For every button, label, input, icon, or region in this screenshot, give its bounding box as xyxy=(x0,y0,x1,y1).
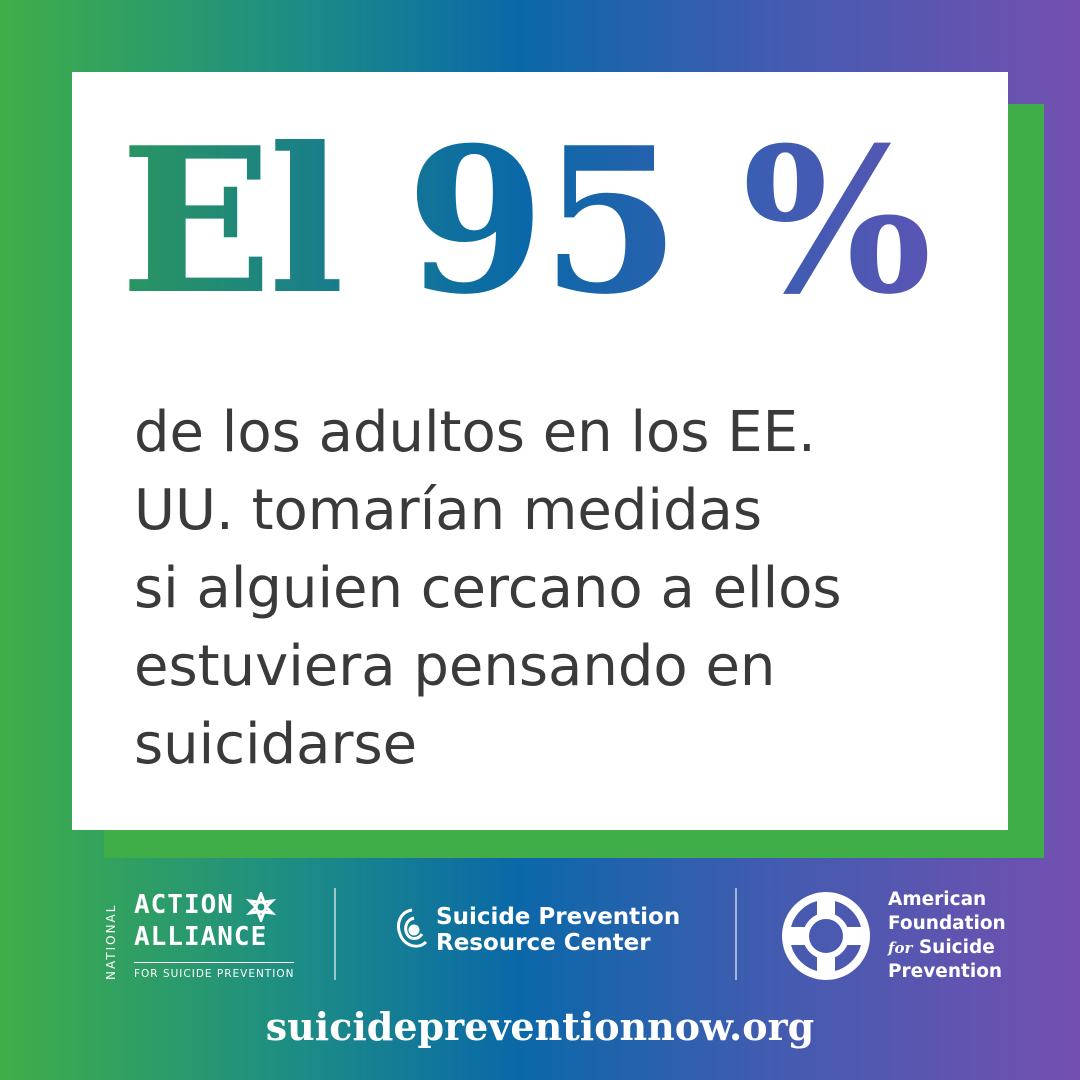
headline-el: El xyxy=(120,104,341,339)
naa-sub-label: FOR SUICIDE PREVENTION xyxy=(134,962,295,980)
sprc-name-line2: Resource Center xyxy=(436,930,651,956)
logo-divider xyxy=(334,888,336,980)
naa-national-label: NATIONAL xyxy=(104,903,118,980)
afsp-name: American Foundation for Suicide Preventi… xyxy=(888,888,1006,984)
afsp-suicide: Suicide xyxy=(918,937,995,958)
sprc-name-line1: Suicide Prevention xyxy=(436,904,681,930)
logo-divider xyxy=(735,888,737,980)
afsp-line2: Foundation xyxy=(888,913,1006,934)
description-line: estuviera pensando en xyxy=(134,634,776,699)
afsp-line1: American xyxy=(888,889,987,910)
description-line: si alguien cercano a ellos xyxy=(134,556,842,621)
headline: El 95 % xyxy=(120,122,928,322)
naa-action-label: ACTION xyxy=(134,890,234,920)
partner-logos: NATIONAL ACTION ALLIANCE FOR SUICIDE PRE… xyxy=(0,880,1080,990)
website-link[interactable]: suicidepreventionnow.org xyxy=(265,1004,815,1049)
description-line: de los adultos en los EE. xyxy=(134,400,816,465)
life-ring-icon xyxy=(782,892,870,980)
afsp-for: for xyxy=(888,939,913,957)
description-line: suicidarse xyxy=(134,712,418,777)
afsp-line3: for Suicide xyxy=(888,936,1006,960)
flower-star-icon xyxy=(246,892,276,922)
stat-card: El 95 % de los adultos en los EE. UU. to… xyxy=(72,72,1008,830)
afsp-line4: Prevention xyxy=(888,961,1003,982)
sprc-swirl-icon xyxy=(397,908,428,948)
description-line: UU. tomarían medidas xyxy=(134,478,763,543)
stat-description: de los adultos en los EE. UU. tomarían m… xyxy=(134,394,994,784)
naa-alliance-label: ALLIANCE xyxy=(134,922,268,952)
headline-percent: % xyxy=(742,104,929,339)
headline-number: 95 xyxy=(406,104,677,339)
